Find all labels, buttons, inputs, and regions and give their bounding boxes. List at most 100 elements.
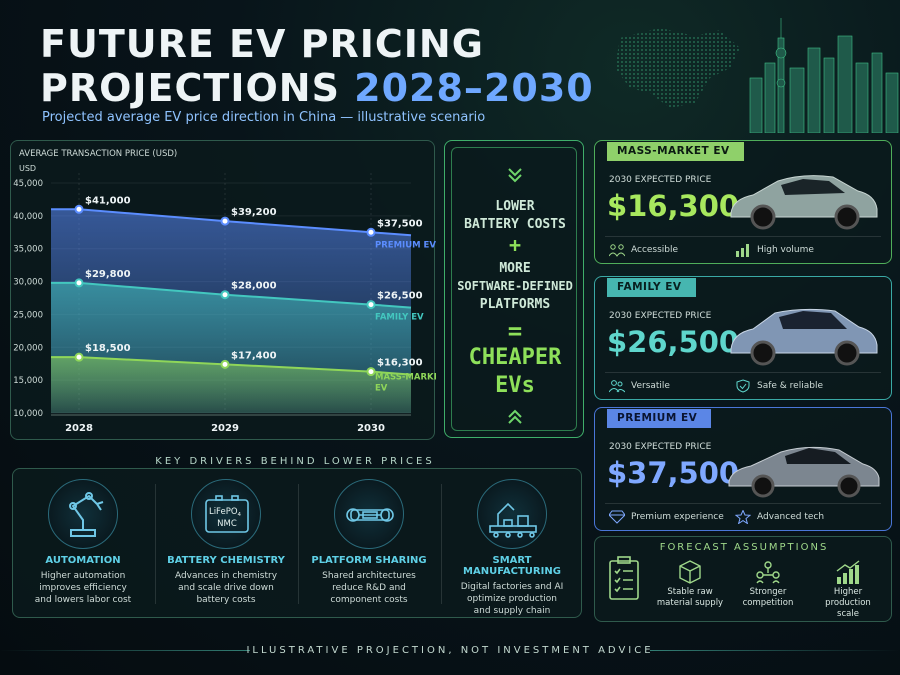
battery-label-2: NMC — [217, 519, 237, 529]
data-label: $26,500 — [377, 291, 423, 302]
data-label: $18,500 — [85, 343, 131, 354]
card-feature: Safe & reliable — [735, 379, 823, 393]
y-tick-label: 15,000 — [13, 376, 43, 386]
driver-desc-line: component costs — [330, 595, 408, 605]
driver-desc-line: Advances in chemistry — [174, 571, 278, 581]
growth-chart-icon — [836, 560, 860, 584]
y-tick-label: 10,000 — [13, 409, 43, 419]
data-point — [366, 227, 376, 237]
assumption-item: Stronger competition — [733, 559, 803, 609]
card-price-label: 2030 EXPECTED PRICE — [609, 175, 712, 185]
competition-icon — [756, 561, 780, 584]
series-name-label: PREMIUM EV — [375, 240, 436, 250]
data-label: $37,500 — [377, 218, 423, 229]
card-divider — [605, 372, 881, 373]
data-label: $29,800 — [85, 269, 131, 280]
driver-desc-line: and scale drive down — [178, 583, 274, 593]
card-divider — [605, 236, 881, 237]
assumption-line: Stronger — [749, 587, 787, 597]
price-chart: AVERAGE TRANSACTION PRICE (USD) USD 45,000… — [13, 149, 445, 434]
assumption-line: material supply — [656, 598, 724, 608]
assumption-line: production scale — [825, 598, 871, 619]
driver-desc-line: and supply chain — [473, 606, 551, 616]
feature-label: Premium experience — [631, 512, 724, 522]
card-premium: PREMIUM EV 2030 EXPECTED PRICE $37,500 P… — [594, 407, 892, 531]
card-price: $37,500 — [607, 456, 740, 490]
data-label: $17,400 — [231, 350, 277, 361]
y-tick-label: 25,000 — [13, 310, 43, 320]
series-name-label: EV — [375, 384, 388, 394]
chevron-down-icon — [508, 168, 522, 183]
driver-divider — [155, 484, 156, 604]
sedan-car-icon — [728, 446, 880, 498]
family-icon — [609, 380, 625, 393]
driver-battery: LiFePO4 NMC BATTERY CHEMISTRY Advances i… — [156, 479, 296, 606]
city-skyline-icon — [615, 18, 899, 133]
page-subtitle: Projected average EV price direction in … — [42, 110, 486, 125]
y-tick-label: 30,000 — [13, 278, 43, 288]
eq-line-4: SOFTWARE-DEFINED — [457, 279, 573, 293]
eq-line-3: MORE — [499, 261, 531, 276]
drivers-title: KEY DRIVERS BEHIND LOWER PRICES — [155, 456, 435, 467]
data-point — [74, 278, 84, 288]
title-line-1: FUTURE EV PRICING — [40, 22, 484, 66]
factory-line-icon — [477, 479, 547, 549]
eq-line-1: LOWER — [495, 199, 535, 214]
eq-result-2: EVs — [495, 373, 535, 398]
card-family: FAMILY EV 2030 EXPECTED PRICE $26,500 Ve… — [594, 276, 892, 400]
driver-desc-line: Digital factories and AI — [460, 582, 564, 592]
card-price: $26,500 — [607, 325, 740, 359]
feature-label: Safe & reliable — [757, 381, 823, 391]
card-feature: Versatile — [609, 379, 670, 393]
data-point — [220, 359, 230, 369]
x-tick-label: 2030 — [357, 423, 385, 434]
platform-chassis-icon — [334, 479, 404, 549]
driver-desc-line: optimize production — [467, 594, 557, 604]
eq-line-5: PLATFORMS — [479, 297, 551, 312]
battery-label-1: LiFePO4 — [209, 507, 242, 518]
cube-icon — [679, 560, 701, 584]
y-tick-label: 40,000 — [13, 212, 43, 222]
y-axis-label: USD — [19, 164, 36, 173]
driver-desc: Digital factories and AI optimize product… — [442, 581, 582, 617]
data-point — [366, 300, 376, 310]
driver-name: PLATFORM SHARING — [311, 555, 427, 566]
battery-icon: LiFePO4 NMC — [191, 479, 261, 549]
driver-desc-line: Higher automation — [40, 571, 126, 581]
data-point — [220, 290, 230, 300]
assumption-item: Higher production scale — [813, 559, 883, 620]
y-tick-label: 45,000 — [13, 179, 43, 189]
driver-desc-line: improves efficiency — [39, 583, 127, 593]
driver-name: BATTERY CHEMISTRY — [167, 555, 285, 566]
feature-label: Accessible — [631, 245, 679, 255]
y-tick-label: 20,000 — [13, 343, 43, 353]
driver-name: AUTOMATION — [45, 555, 121, 566]
card-feature: Premium experience — [609, 510, 724, 524]
robot-arm-icon — [48, 479, 118, 549]
feature-label: Versatile — [631, 381, 670, 391]
footer-line-left — [0, 650, 250, 651]
chart-title: AVERAGE TRANSACTION PRICE (USD) — [19, 149, 177, 159]
assumptions-panel: FORECAST ASSUMPTIONS Stable raw material… — [594, 536, 892, 622]
data-point — [220, 216, 230, 226]
data-point — [74, 352, 84, 362]
eq-result-1: CHEAPER — [468, 345, 562, 370]
card-price-label: 2030 EXPECTED PRICE — [609, 442, 712, 452]
data-label: $28,000 — [231, 281, 277, 292]
suv-car-icon — [730, 308, 878, 366]
diamond-icon — [609, 510, 625, 524]
card-price-label: 2030 EXPECTED PRICE — [609, 311, 712, 321]
clipboard-icon — [609, 556, 639, 600]
driver-desc-line: battery costs — [196, 595, 256, 605]
page-title: FUTURE EV PRICING PROJECTIONS 2028–2030 — [40, 22, 640, 110]
card-feature: Accessible — [609, 243, 678, 257]
feature-label: High volume — [757, 245, 814, 255]
data-point — [74, 204, 84, 214]
title-years: 2028–2030 — [354, 66, 594, 110]
price-chart-panel: AVERAGE TRANSACTION PRICE (USD) USD 45,000… — [10, 140, 445, 440]
data-label: $16,300 — [377, 358, 423, 369]
title-line-2: PROJECTIONS 2028–2030 — [40, 66, 640, 110]
eq-line-2: BATTERY COSTS — [464, 217, 566, 232]
suv-car-icon — [730, 175, 878, 230]
driver-name: SMART MANUFACTURING — [463, 555, 561, 577]
